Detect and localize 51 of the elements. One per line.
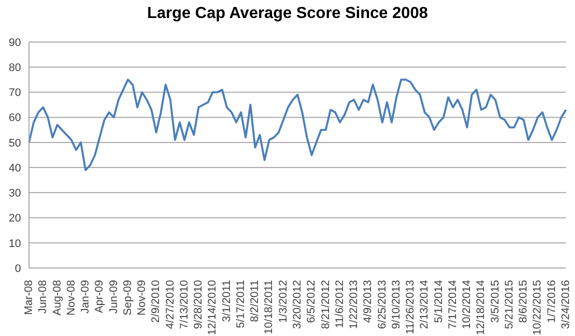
x-tick-label: 10/22/2015 — [532, 280, 544, 336]
x-tick-label: 1/3/2012 — [277, 280, 290, 323]
x-tick-label: 6/25/2013 — [376, 280, 388, 329]
x-tick-label: Jan-09 — [80, 280, 92, 314]
x-tick-label: 4/9/2013 — [362, 280, 374, 323]
x-tick-label: Jun-09 — [108, 280, 120, 314]
line-series — [28, 78, 567, 172]
x-tick-label: Nov-08 — [65, 280, 78, 316]
x-tick-label: 9/10/2013 — [390, 280, 402, 329]
x-tick-label: Apr-09 — [94, 280, 106, 314]
x-tick-label: 8/6/2015 — [518, 280, 530, 323]
x-tick-label: 3/5/2015 — [489, 280, 502, 323]
x-tick-label: 3/24/2016 — [560, 280, 572, 329]
y-tick-label: 40 — [8, 162, 21, 174]
x-tick-label: 11/6/2012 — [334, 280, 346, 328]
y-tick-label: 60 — [8, 112, 21, 124]
y-tick-label: 10 — [8, 238, 21, 250]
x-tick-label: 5/17/2011 — [234, 280, 247, 328]
x-tick-label: 11/26/2013 — [404, 280, 417, 334]
x-tick-label: 5/21/2015 — [503, 280, 516, 329]
y-tick-label: 80 — [8, 62, 21, 74]
x-tick-label: Mar-08 — [23, 280, 35, 315]
y-tick-label: 30 — [8, 188, 21, 200]
y-tick-label: 90 — [8, 36, 21, 49]
y-tick-label: 70 — [8, 87, 21, 100]
x-tick-label: 12/14/2010 — [206, 280, 219, 336]
x-tick-label: 7/13/2010 — [178, 280, 190, 329]
x-tick-label: 2/9/2010 — [150, 280, 162, 323]
x-tick-label: 1/7/2016 — [546, 280, 558, 323]
x-tick-label: 8/2/2011 — [249, 280, 262, 322]
x-tick-label: 8/21/2012 — [320, 280, 332, 329]
x-tick-label: Aug-08 — [51, 280, 64, 316]
x-tick-label: 10/18/2011 — [263, 280, 276, 334]
x-tick-label: 2/13/2014 — [418, 280, 431, 329]
x-tick-label: 6/5/2012 — [306, 280, 318, 323]
x-tick-label: 7/17/2014 — [446, 280, 459, 329]
x-tick-label: Nov-09 — [136, 280, 148, 316]
y-tick-label: 0 — [14, 262, 21, 275]
x-tick-label: Jun-08 — [37, 280, 50, 314]
x-tick-label: Sep-09 — [122, 280, 134, 316]
x-tick-label: 3/20/2012 — [292, 280, 304, 329]
y-tick-label: 20 — [8, 212, 21, 225]
x-tick-label: 3/1/2011 — [220, 280, 233, 322]
chart-title: Large Cap Average Score Since 2008 — [146, 5, 429, 23]
x-tick-label: 12/18/2014 — [475, 280, 488, 336]
x-tick-label: 10/2/2014 — [461, 280, 474, 329]
x-tick-label: 9/28/2010 — [192, 280, 205, 329]
x-tick-label: 4/27/2010 — [164, 280, 176, 329]
x-tick-label: 5/1/2014 — [432, 280, 445, 323]
x-tick-label: 1/22/2013 — [348, 280, 360, 329]
y-tick-label: 50 — [8, 137, 21, 150]
